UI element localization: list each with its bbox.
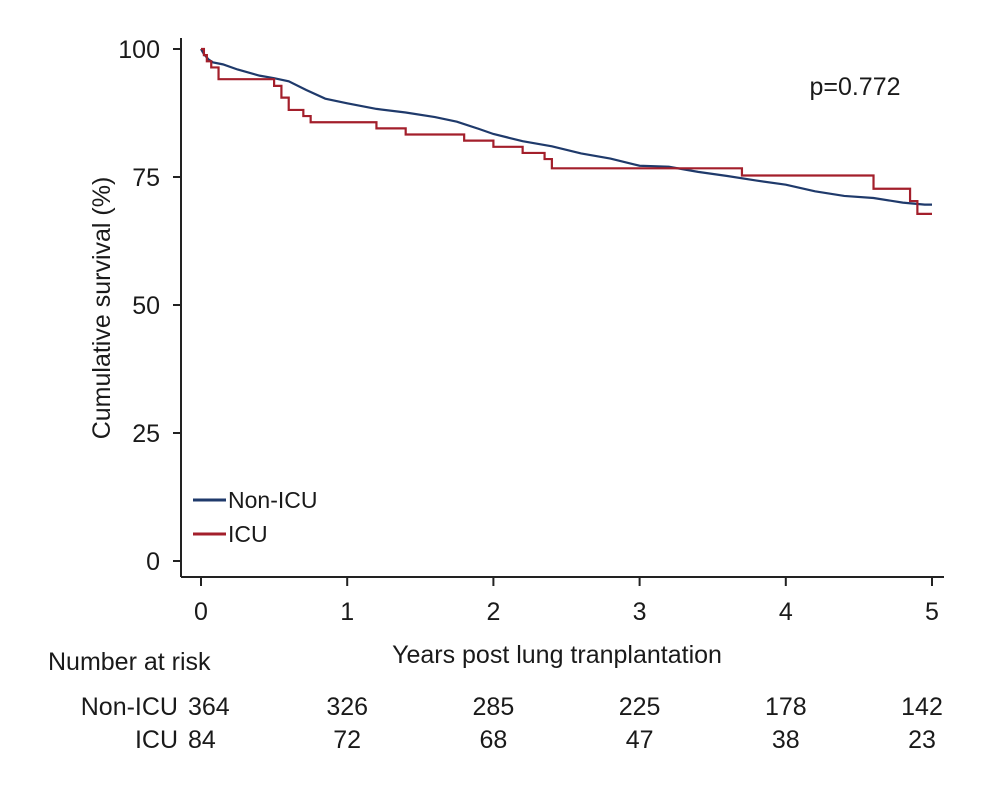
- y-tick-label: 25: [132, 420, 160, 448]
- risk-row-label-icu: ICU: [135, 726, 178, 754]
- legend-label-icu: ICU: [228, 521, 268, 547]
- risk-value-icu: 68: [479, 726, 507, 754]
- y-tick-label: 75: [132, 164, 160, 192]
- series-line-non-icu: [200, 48, 932, 206]
- p-value-annotation: p=0.772: [809, 73, 900, 101]
- risk-row-label-non-icu: Non-ICU: [81, 693, 178, 721]
- x-ticks: 0 1 2 3 4 5: [194, 577, 939, 626]
- risk-value-non-icu: 285: [473, 693, 515, 721]
- risk-value-non-icu: 326: [326, 693, 368, 721]
- risk-value-icu: 47: [626, 726, 654, 754]
- x-tick-label: 5: [925, 598, 939, 626]
- x-tick-label: 4: [779, 598, 793, 626]
- risk-value-icu: 84: [188, 726, 216, 754]
- legend: Non-ICU ICU: [193, 487, 317, 547]
- x-axis-label: Years post lung tranplantation: [392, 641, 722, 669]
- risk-value-icu: 72: [333, 726, 361, 754]
- risk-value-non-icu: 364: [188, 693, 230, 721]
- risk-value-non-icu: 178: [765, 693, 807, 721]
- x-tick-label: 3: [633, 598, 647, 626]
- y-tick-label: 100: [118, 36, 160, 64]
- legend-label-non-icu: Non-ICU: [228, 487, 317, 513]
- y-tick-label: 0: [146, 548, 160, 576]
- y-axis-label: Cumulative survival (%): [88, 177, 116, 440]
- risk-table-title: Number at risk: [48, 648, 211, 676]
- risk-value-icu: 38: [772, 726, 800, 754]
- y-tick-label: 50: [132, 292, 160, 320]
- series-layer: [200, 47, 932, 215]
- risk-values: 364 326 285 225 178 142 84 72 68 47 38 23: [188, 693, 943, 754]
- x-tick-label: 0: [194, 598, 208, 626]
- risk-value-non-icu: 142: [901, 693, 943, 721]
- y-ticks: 0 25 50 75 100: [118, 36, 181, 576]
- series-line-icu: [201, 47, 932, 215]
- risk-value-icu: 23: [908, 726, 936, 754]
- risk-value-non-icu: 225: [619, 693, 661, 721]
- x-tick-label: 1: [340, 598, 354, 626]
- x-tick-label: 2: [486, 598, 500, 626]
